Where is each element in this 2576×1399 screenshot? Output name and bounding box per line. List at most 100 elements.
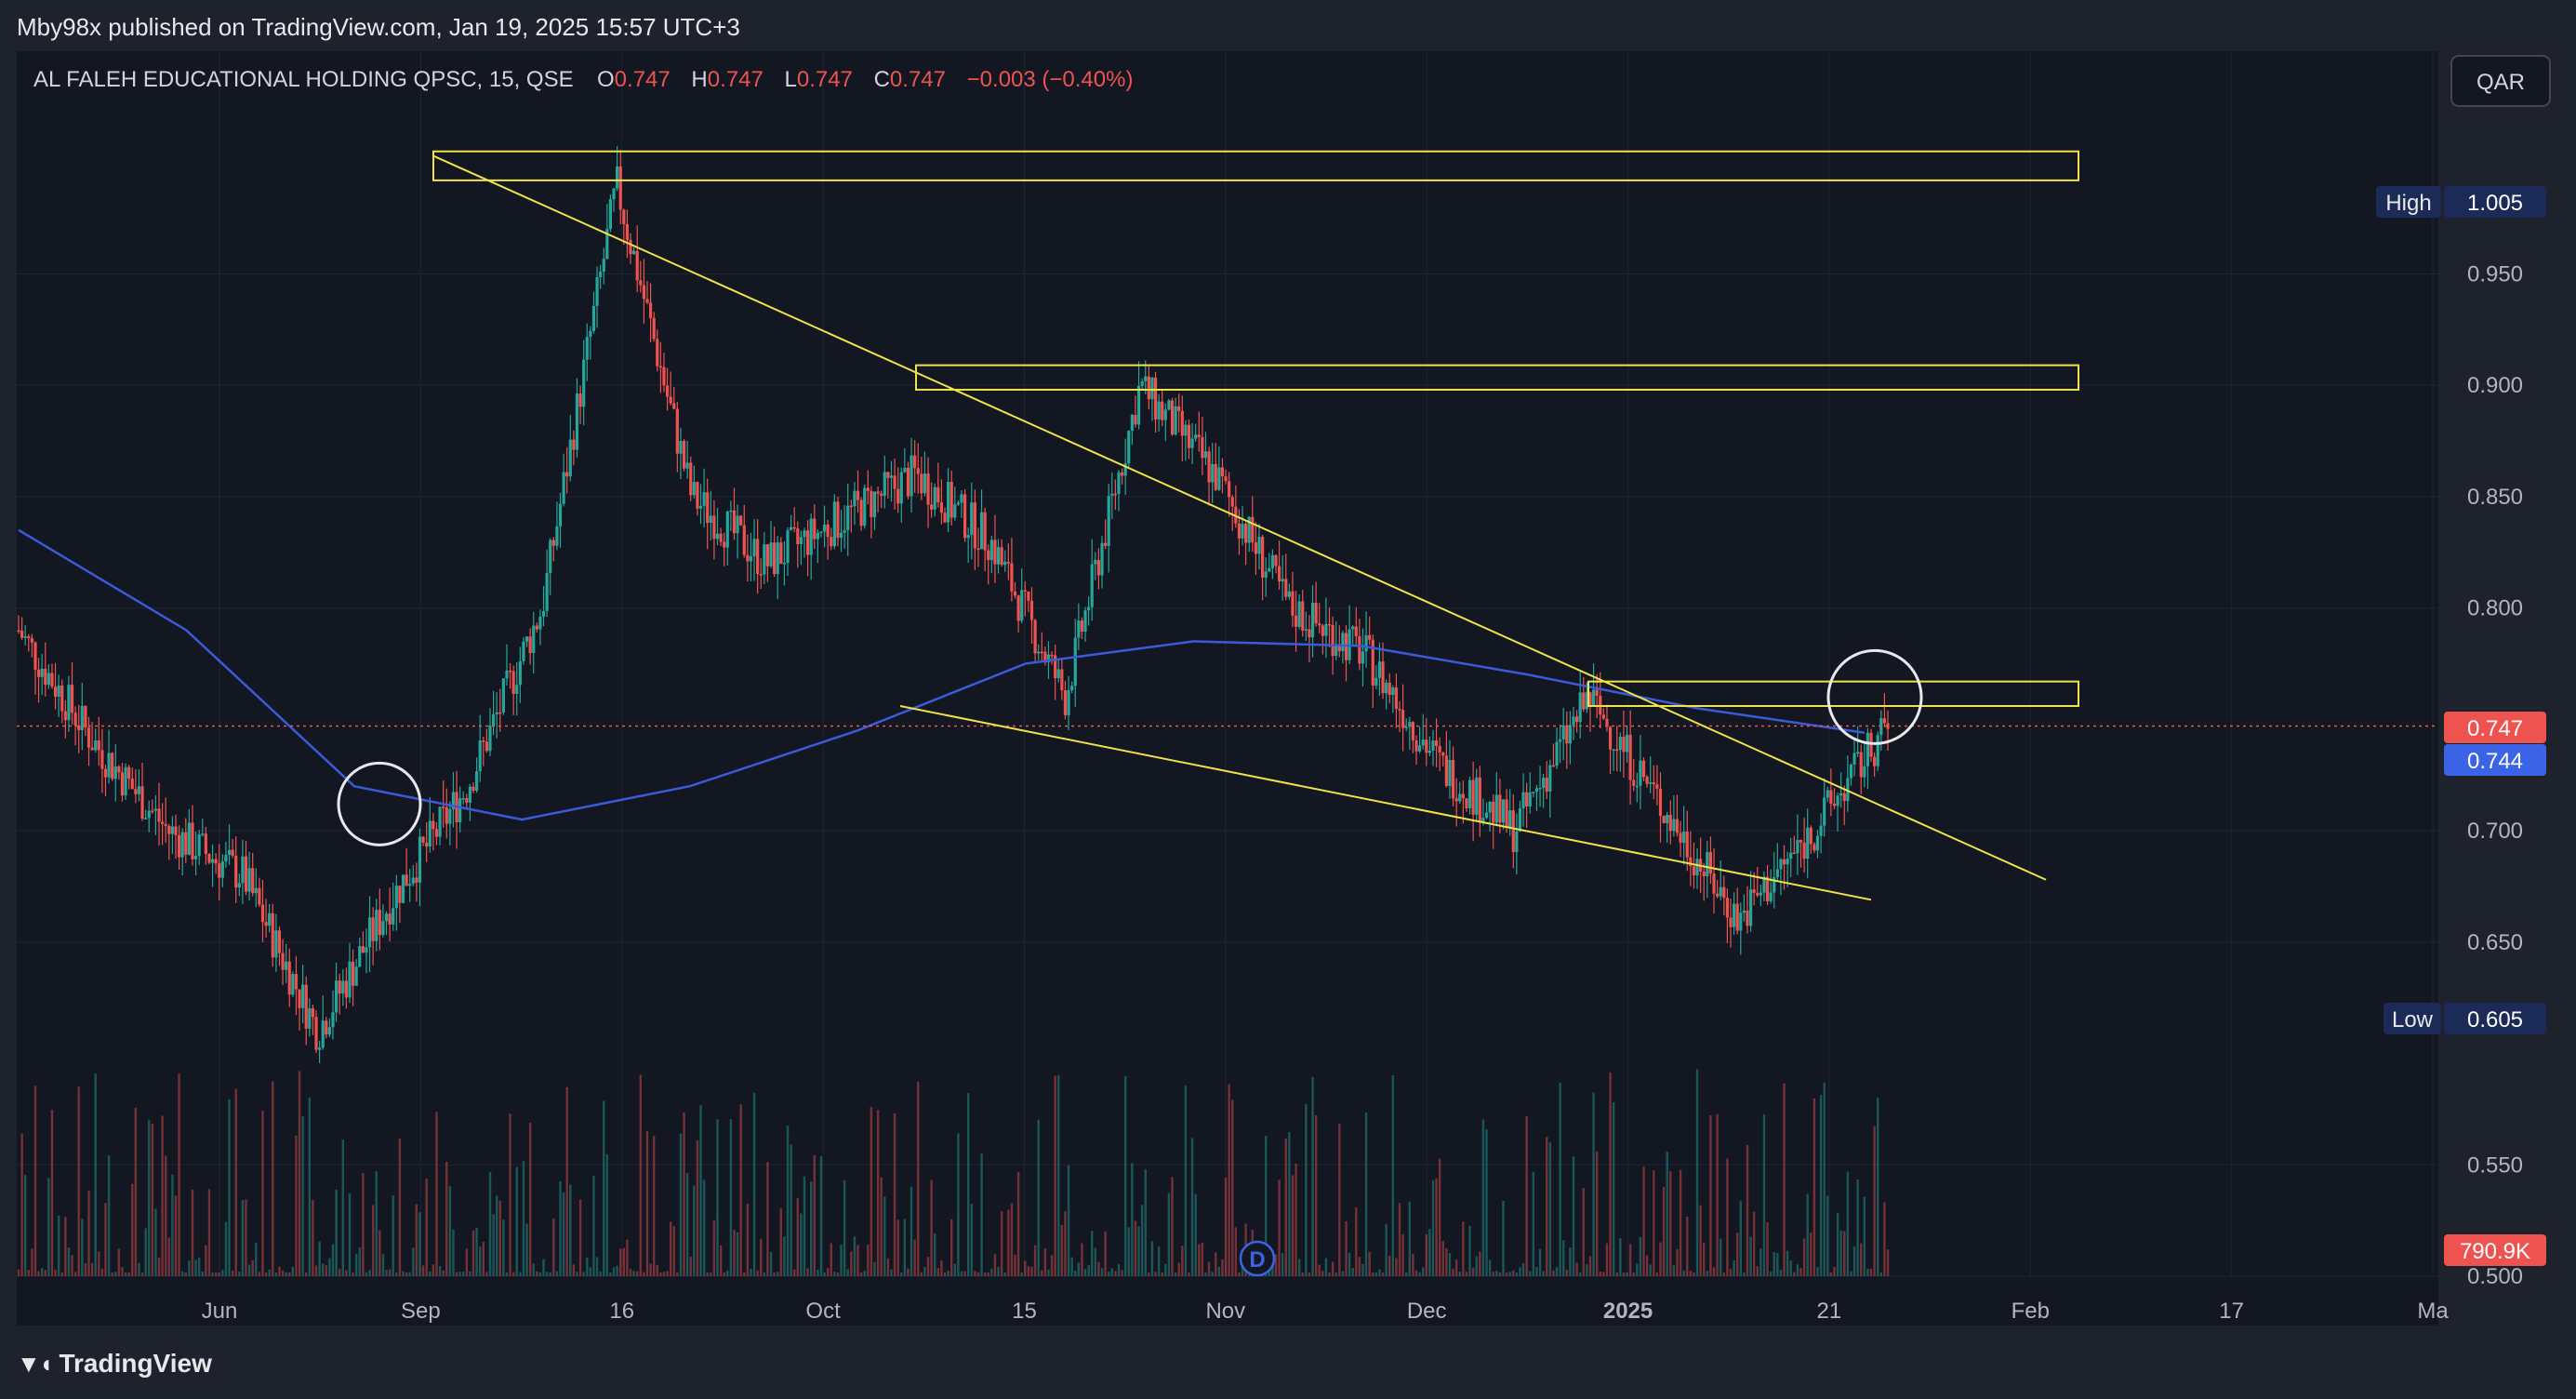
candle-body	[241, 856, 245, 884]
candle-body	[732, 510, 737, 534]
candle-body	[274, 930, 278, 958]
candle-body	[756, 539, 760, 574]
volume-bar	[612, 1267, 616, 1276]
candle-body	[1140, 380, 1144, 386]
candle-body	[485, 741, 488, 752]
candle-body	[103, 768, 108, 778]
volume-bar	[402, 1271, 405, 1276]
volume-bar	[1572, 1156, 1575, 1276]
candle-body	[524, 636, 529, 642]
volume-bar	[455, 1272, 458, 1276]
candle-body	[1842, 793, 1846, 802]
volume-bar	[465, 1248, 469, 1276]
highlight-circle	[337, 761, 422, 846]
candle-body	[1823, 797, 1826, 826]
candle-body	[1425, 739, 1428, 753]
volume-bar	[589, 1267, 592, 1276]
volume-bar	[910, 1186, 913, 1276]
volume-bar	[1414, 1270, 1418, 1276]
volume-bar	[846, 1269, 849, 1276]
candle-body	[1257, 537, 1261, 554]
volume-bar	[1110, 1268, 1113, 1276]
currency-button[interactable]: QAR	[2450, 55, 2551, 107]
candle-body	[33, 642, 37, 670]
candle-body	[943, 513, 947, 523]
volume-bar	[626, 1239, 629, 1276]
volume-bar	[1331, 1261, 1334, 1276]
volume-bar	[1274, 1254, 1278, 1276]
candle-body	[599, 272, 603, 277]
candle-body	[1421, 739, 1425, 746]
volume-bar	[425, 1179, 428, 1276]
moving-average-line	[18, 528, 1866, 821]
volume-bar	[1408, 1202, 1412, 1276]
volume-bar	[1217, 1266, 1221, 1276]
candle-body	[86, 727, 91, 748]
candle-body	[1070, 686, 1074, 690]
candle-body	[1746, 910, 1749, 926]
volume-bar	[582, 1272, 585, 1276]
volume-bar	[1492, 1272, 1494, 1276]
candle-body	[1548, 765, 1552, 792]
candle-body	[983, 512, 987, 551]
candle-body	[338, 980, 341, 994]
volume-bar	[519, 1272, 522, 1276]
volume-bar	[796, 1198, 799, 1276]
volume-bar	[1595, 1151, 1599, 1276]
volume-bar	[1421, 1267, 1425, 1276]
candle-body	[679, 441, 683, 454]
volume-bar	[325, 1265, 328, 1276]
volume-bar	[429, 1271, 432, 1276]
volume-bar	[1679, 1169, 1682, 1276]
volume-bar	[1626, 1272, 1628, 1276]
volume-bar	[352, 1272, 354, 1276]
candle-body	[1054, 655, 1057, 679]
candle-body	[742, 525, 746, 555]
candle-body	[1013, 591, 1017, 596]
volume-bar	[408, 1272, 411, 1276]
volume-bar	[341, 1139, 344, 1276]
candle-body	[749, 556, 753, 562]
volume-bar	[1321, 1271, 1324, 1276]
volume-bar	[578, 1199, 582, 1276]
volume-bar	[154, 1208, 157, 1276]
candle-body	[856, 490, 860, 500]
volume-bar	[1221, 1259, 1224, 1276]
candle-body	[696, 482, 699, 509]
volume-bar	[1134, 1220, 1137, 1276]
candle-body	[616, 166, 619, 189]
volume-bar	[178, 1073, 180, 1276]
candle-body	[996, 547, 1001, 565]
volume-bar	[1739, 1201, 1742, 1276]
volume-bar	[853, 1236, 856, 1276]
candle-body	[1201, 436, 1204, 459]
volume-bar	[930, 1179, 933, 1276]
volume-bar	[1703, 1242, 1706, 1276]
candle-body	[763, 544, 766, 575]
volume-bar	[207, 1189, 211, 1276]
volume-bar	[17, 1269, 20, 1276]
volume-bar	[151, 1124, 154, 1276]
volume-bar	[511, 1272, 515, 1276]
candle-body	[816, 532, 819, 540]
candle-body	[1876, 735, 1879, 766]
candle-body	[394, 886, 398, 909]
candle-body	[498, 712, 502, 714]
highlight-circle	[1826, 648, 1923, 745]
candle-body	[1756, 892, 1759, 896]
candle-body	[1037, 651, 1041, 654]
tradingview-logo[interactable]: ▼◖ TradingView	[17, 1349, 212, 1379]
dividend-marker[interactable]: D	[1239, 1240, 1276, 1277]
candle-body	[876, 491, 880, 494]
candle-body	[1632, 779, 1636, 786]
volume-bar	[388, 1269, 392, 1276]
volume-bar	[224, 1221, 228, 1276]
volume-bar	[800, 1213, 803, 1276]
volume-bar	[1802, 1238, 1806, 1276]
candle-body	[1702, 871, 1706, 877]
volume-bar	[1843, 1231, 1846, 1276]
volume-bar	[90, 1262, 94, 1276]
candle-body	[227, 849, 232, 855]
candle-body	[923, 473, 927, 494]
